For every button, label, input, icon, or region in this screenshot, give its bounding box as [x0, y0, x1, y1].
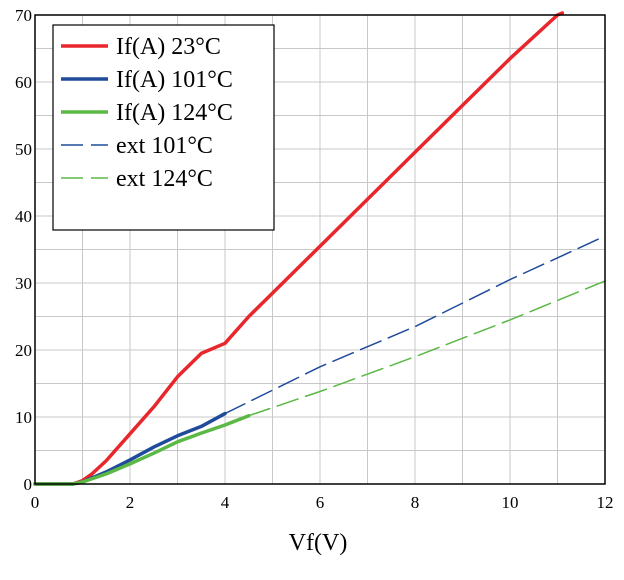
y-tick-label: 0 — [24, 475, 33, 494]
y-tick-label: 20 — [15, 341, 32, 360]
y-tick-label: 10 — [15, 408, 32, 427]
x-tick-label: 4 — [221, 493, 230, 512]
y-tick-label: 60 — [15, 73, 32, 92]
legend-label: If(A) 23°C — [116, 34, 221, 60]
legend-label: If(A) 124°C — [116, 100, 233, 126]
legend: If(A) 23°C If(A) 101°C If(A) 124°C ext 101°… — [53, 25, 274, 230]
x-tick-label: 6 — [316, 493, 325, 512]
legend-label: ext 101°C — [116, 133, 213, 159]
y-tick-label: 30 — [15, 274, 32, 293]
x-tick-label: 0 — [31, 493, 40, 512]
legend-label: ext 124°C — [116, 166, 213, 192]
x-tick-label: 2 — [126, 493, 135, 512]
x-tick-label: 8 — [411, 493, 420, 512]
series-line-4 — [249, 281, 605, 416]
x-tick-label: 10 — [502, 493, 519, 512]
y-tick-label: 70 — [15, 6, 32, 25]
series-line-2 — [35, 416, 249, 484]
x-tick-label: 12 — [597, 493, 614, 512]
y-tick-label: 50 — [15, 140, 32, 159]
legend-label: If(A) 101°C — [116, 67, 233, 93]
y-tick-label: 40 — [15, 207, 32, 226]
x-axis-label: Vf(V) — [289, 530, 348, 556]
